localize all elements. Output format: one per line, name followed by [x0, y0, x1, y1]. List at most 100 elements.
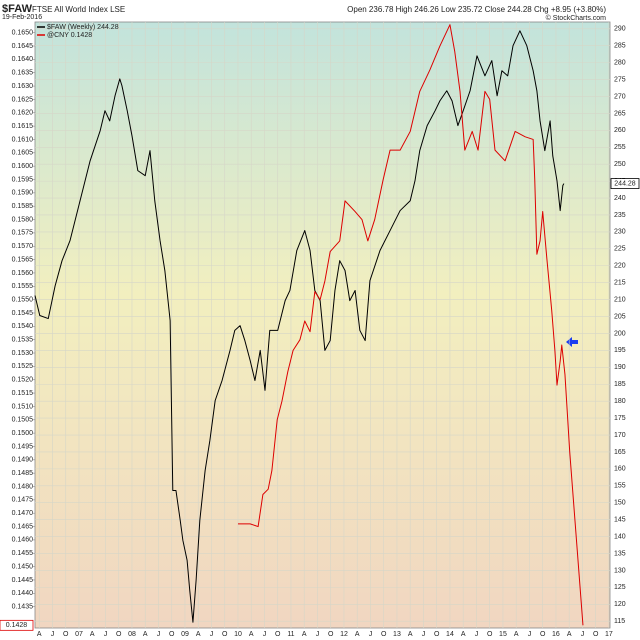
y-tick-label: 0.1455: [12, 550, 34, 557]
y-tick-label: 0.1650: [12, 30, 34, 37]
y-tick-label: 0.1465: [12, 523, 34, 530]
x-tick-label: O: [381, 631, 387, 638]
x-tick-label: 07: [75, 631, 83, 638]
y2-tick-label: 230: [614, 229, 626, 236]
x-tick-label: 11: [287, 631, 294, 638]
x-tick-label: 09: [181, 631, 189, 638]
x-tick-label: O: [169, 631, 175, 638]
y2-tick-label: 190: [614, 364, 626, 371]
y2-tick-label: 145: [614, 517, 626, 524]
y-tick-label: 0.1625: [12, 96, 34, 103]
last-value-box: [610, 178, 640, 189]
x-tick-label: A: [408, 631, 413, 638]
y-tick-label: 0.1565: [12, 256, 34, 263]
x-tick-label: 15: [499, 631, 507, 638]
y2-tick-label: 205: [614, 313, 626, 320]
x-tick-label: O: [434, 631, 440, 638]
y-tick-label: 0.1545: [12, 310, 34, 317]
quote: Open 236.78 High 246.26 Low 235.72 Close…: [347, 5, 606, 14]
y2-tick-label: 270: [614, 93, 626, 100]
y-tick-label: 0.1520: [12, 377, 34, 384]
y2-tick-label: 150: [614, 500, 626, 507]
y2-tick-label: 210: [614, 296, 626, 303]
y2-tick-label: 170: [614, 432, 626, 439]
y-tick-label: 0.1595: [12, 176, 34, 183]
y-tick-label: 0.1560: [12, 270, 34, 277]
last-value-box: [0, 619, 34, 631]
series-line: [34, 30, 565, 623]
y2-tick-label: 200: [614, 330, 626, 337]
x-tick-label: O: [328, 631, 334, 638]
x-tick-label: 10: [234, 631, 242, 638]
x-tick-label: 13: [393, 631, 401, 638]
y2-tick-label: 255: [614, 144, 626, 151]
y-tick-label: 0.1450: [12, 563, 34, 570]
x-tick-label: A: [514, 631, 519, 638]
x-tick-label: J: [263, 631, 267, 638]
x-tick-label: J: [528, 631, 532, 638]
x-tick-label: A: [461, 631, 466, 638]
x-tick-label: A: [143, 631, 148, 638]
y2-tick-label: 280: [614, 59, 626, 66]
x-tick-label: A: [90, 631, 95, 638]
y2-tick-label: 135: [614, 550, 626, 557]
y-tick-label: 0.1470: [12, 510, 34, 517]
y2-tick-label: 115: [614, 618, 625, 625]
x-tick-label: A: [567, 631, 572, 638]
legend-label: @CNY 0.1428: [47, 32, 92, 39]
x-tick-label: A: [302, 631, 307, 638]
y-tick-label: 0.1480: [12, 483, 34, 490]
x-tick-label: J: [316, 631, 320, 638]
y-tick-label: 0.1485: [12, 470, 34, 477]
chart-title: $FAW: [2, 3, 33, 15]
y-tick-label: 0.1505: [12, 417, 34, 424]
y2-tick-label: 165: [614, 449, 626, 456]
x-tick-label: J: [581, 631, 585, 638]
y2-tick-label: 275: [614, 76, 626, 83]
y-tick-label: 0.1615: [12, 123, 34, 130]
quote-date: 19-Feb-2016: [2, 14, 42, 21]
y-tick-label: 0.1640: [12, 56, 34, 63]
y2-tick-label: 290: [614, 26, 626, 33]
y2-tick-label: 235: [614, 212, 626, 219]
y-tick-label: 0.1580: [12, 216, 34, 223]
y2-tick-label: 240: [614, 195, 626, 202]
y-tick-label: 0.1605: [12, 150, 34, 157]
y-tick-label: 0.1495: [12, 443, 34, 450]
y2-tick-label: 140: [614, 533, 626, 540]
y-tick-label: 0.1600: [12, 163, 34, 170]
x-tick-label: J: [422, 631, 426, 638]
x-tick-label: O: [116, 631, 122, 638]
x-tick-label: A: [355, 631, 360, 638]
x-tick-label: A: [37, 631, 42, 638]
y2-tick-label: 195: [614, 347, 626, 354]
x-tick-label: J: [157, 631, 161, 638]
y-tick-label: 0.1585: [12, 203, 34, 210]
x-tick-label: O: [63, 631, 69, 638]
x-tick-label: 08: [128, 631, 136, 638]
y-tick-label: 0.1620: [12, 110, 34, 117]
y-tick-label: 0.1445: [12, 577, 34, 584]
x-tick-label: O: [275, 631, 281, 638]
copyright: © StockCharts.com: [546, 14, 607, 22]
y2-tick-label: 130: [614, 567, 626, 574]
y-tick-label: 0.1475: [12, 497, 34, 504]
x-tick-label: J: [369, 631, 373, 638]
x-tick-label: O: [487, 631, 493, 638]
y2-tick-label: 160: [614, 466, 626, 473]
y2-tick-label: 215: [614, 280, 626, 287]
x-tick-label: O: [593, 631, 599, 638]
y-tick-label: 0.1635: [12, 70, 34, 77]
x-tick-label: J: [210, 631, 214, 638]
y-tick-label: 0.1610: [12, 136, 34, 143]
y2-tick-label: 180: [614, 398, 626, 405]
y-tick-label: 0.1525: [12, 363, 34, 370]
y2-tick-label: 220: [614, 263, 626, 270]
y-tick-label: 0.1460: [12, 537, 34, 544]
chart-subtitle: FTSE All World Index LSE: [32, 5, 125, 14]
y2-tick-label: 260: [614, 127, 626, 134]
x-tick-label: O: [222, 631, 228, 638]
y-tick-label: 0.1570: [12, 243, 34, 250]
